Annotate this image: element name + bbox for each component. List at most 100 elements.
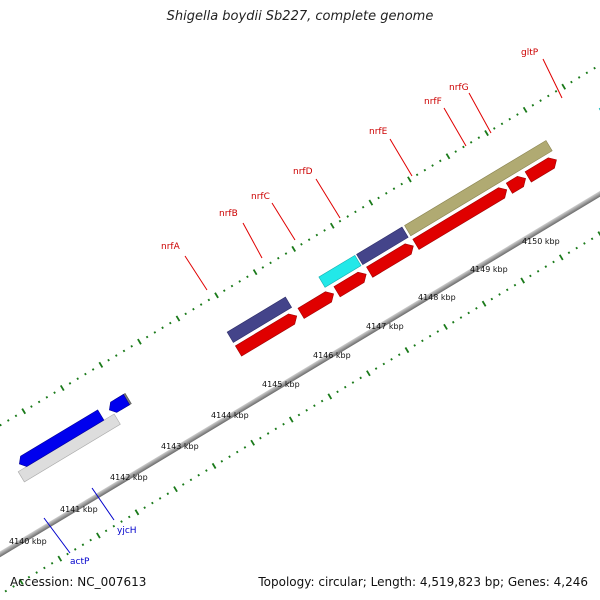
gene-label-nrfB[interactable]: nrfB	[219, 209, 238, 219]
outer-minor-tick	[377, 196, 380, 200]
gene-arrow-nrfG[interactable]	[524, 155, 559, 183]
inner-minor-tick	[243, 446, 247, 449]
scale-label-4144: 4144 kbp	[211, 411, 249, 420]
accession-text: Accession: NC_007613	[10, 575, 147, 589]
inner-minor-tick	[205, 469, 208, 472]
gene-arrow-nrfE[interactable]	[412, 185, 510, 250]
callout-line-nrfE	[389, 138, 413, 177]
outer-minor-tick	[269, 261, 272, 265]
scale-label-4146: 4146 kbp	[313, 351, 351, 360]
inner-minor-tick	[467, 311, 470, 315]
outer-major-tick	[522, 106, 528, 113]
outer-minor-tick	[323, 229, 326, 232]
outer-minor-tick	[300, 242, 303, 246]
inner-minor-tick	[120, 520, 123, 523]
inner-minor-tick	[50, 561, 54, 565]
inner-minor-tick	[104, 529, 108, 533]
gene-label-yjcH[interactable]: yjcH	[117, 526, 137, 536]
feature-block-nrfC[interactable]	[318, 254, 362, 288]
inner-minor-tick	[575, 246, 578, 250]
inner-minor-tick	[27, 575, 31, 579]
outer-minor-tick	[346, 215, 349, 218]
outer-minor-tick	[400, 182, 403, 186]
outer-minor-tick	[53, 391, 56, 394]
inner-tick-row	[4, 231, 600, 593]
gene-arrow-actP[interactable]	[16, 409, 105, 469]
outer-minor-tick	[431, 164, 434, 167]
outer-major-tick	[21, 408, 27, 415]
inner-minor-tick	[112, 524, 116, 528]
inner-minor-tick	[343, 385, 347, 389]
outer-minor-tick	[477, 136, 481, 140]
gene-arrow-nrfC[interactable]	[333, 269, 369, 298]
inner-major-tick	[558, 254, 564, 261]
callout-line-nrfB	[242, 222, 263, 259]
feature-block-nrfE[interactable]	[404, 140, 553, 237]
outer-minor-tick	[508, 117, 512, 121]
inner-minor-tick	[552, 260, 555, 264]
outer-minor-tick	[423, 168, 427, 172]
outer-minor-tick	[469, 141, 473, 144]
outer-minor-tick	[454, 150, 457, 153]
gene-arrow-nrfD[interactable]	[366, 241, 417, 278]
gene-label-nrfA[interactable]: nrfA	[161, 242, 181, 252]
genome-backbone	[0, 135, 600, 573]
inner-minor-tick	[390, 358, 393, 361]
inner-minor-tick	[259, 436, 262, 440]
outer-minor-tick	[392, 187, 396, 191]
outer-major-tick	[59, 384, 65, 392]
callout-line-yjcH	[91, 487, 115, 521]
callout-lines	[43, 58, 563, 554]
outer-minor-tick	[438, 159, 442, 163]
feature-block-nrfA[interactable]	[226, 296, 293, 343]
scale-label-4145: 4145 kbp	[262, 380, 300, 389]
outer-minor-tick	[107, 358, 110, 362]
outer-minor-tick	[145, 335, 149, 339]
outer-minor-tick	[354, 210, 357, 214]
gene-label-nrfC[interactable]: nrfC	[251, 192, 270, 202]
outer-minor-tick	[585, 71, 589, 75]
inner-minor-tick	[4, 589, 8, 593]
inner-minor-tick	[529, 274, 532, 278]
outer-minor-tick	[207, 298, 211, 302]
gene-label-nrfF[interactable]: nrfF	[424, 97, 442, 107]
callout-line-nrfG	[468, 92, 492, 134]
outer-minor-tick	[199, 303, 203, 306]
outer-minor-tick	[192, 307, 195, 311]
gene-labels: nrfA nrfB nrfC nrfD nrfE nrfF nrfG gltP …	[70, 48, 539, 567]
inner-minor-tick	[498, 293, 501, 296]
gene-label-actP[interactable]: actP	[70, 557, 90, 567]
outer-major-tick	[407, 176, 412, 183]
inner-major-tick	[250, 439, 255, 446]
inner-minor-tick	[490, 297, 494, 301]
inner-minor-tick	[35, 571, 38, 574]
gene-arrow-nrfB[interactable]	[297, 289, 337, 319]
inner-minor-tick	[73, 548, 77, 551]
gene-arrow-yjcH[interactable]	[106, 394, 131, 415]
gene-label-gltP[interactable]: gltP	[521, 48, 539, 58]
gene-arrow-nrfA[interactable]	[234, 311, 299, 357]
outer-minor-tick	[14, 414, 18, 418]
inner-major-tick	[327, 393, 333, 400]
inner-minor-tick	[12, 585, 15, 588]
inner-minor-tick	[590, 237, 594, 241]
feature-block-nrfD[interactable]	[356, 226, 409, 266]
inner-major-tick	[366, 370, 371, 377]
map-title: Shigella boydii Sb227, complete genome	[166, 9, 434, 24]
outer-minor-tick	[315, 233, 319, 237]
inner-minor-tick	[282, 422, 285, 426]
gene-arrow-nrfF[interactable]	[505, 173, 528, 194]
gene-label-nrfE[interactable]: nrfE	[369, 127, 388, 137]
callout-line-nrfA	[184, 255, 208, 291]
outer-minor-tick	[276, 256, 280, 260]
callout-line-actP	[43, 517, 71, 554]
gene-label-nrfD[interactable]: nrfD	[293, 167, 313, 177]
gene-label-nrfG[interactable]: nrfG	[449, 83, 469, 93]
outer-minor-tick	[261, 266, 265, 269]
feature-block-actP[interactable]	[17, 413, 121, 483]
inner-minor-tick	[220, 459, 224, 463]
scale-label-4141: 4141 kbp	[60, 505, 98, 514]
callout-line-gltP	[542, 58, 563, 99]
outer-major-tick	[445, 153, 451, 160]
inner-minor-tick	[374, 367, 378, 370]
